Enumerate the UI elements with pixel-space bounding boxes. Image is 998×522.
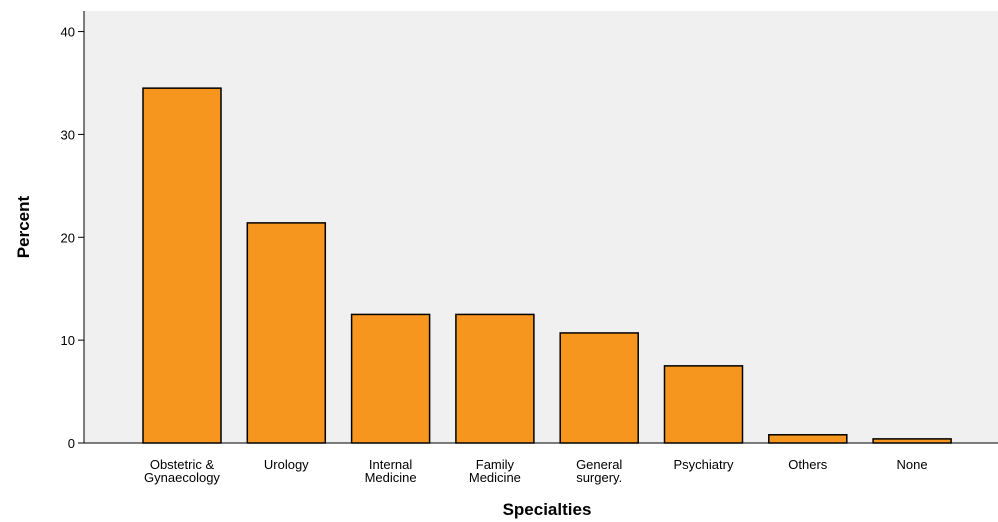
bar (455, 313, 535, 444)
x-tick-label: Internal Medicine (365, 457, 417, 485)
x-tick-label-line: Gynaecology (144, 470, 220, 485)
bar (142, 87, 222, 444)
bar (350, 313, 431, 444)
x-tick-label: Obstetric & Gynaecology (144, 457, 220, 485)
x-tick-label: Urology (264, 457, 309, 472)
bar (559, 332, 639, 444)
x-tick-label-line: None (897, 457, 928, 472)
x-tick-label-line: General (576, 457, 622, 472)
x-tick-label: General surgery. (576, 457, 622, 485)
y-axis-ticks: 0 10 20 30 40 (61, 25, 84, 451)
y-axis-title: Percent (14, 195, 33, 258)
x-tick-label-line: Urology (264, 457, 309, 472)
x-tick-label-line: Obstetric & (150, 457, 215, 472)
x-tick-label-line: Internal (369, 457, 412, 472)
x-tick-label-line: Psychiatry (674, 457, 734, 472)
bars-group (142, 87, 952, 444)
x-tick-label: Others (788, 457, 828, 472)
x-tick-label-line: Medicine (469, 470, 521, 485)
x-tick-label-line: Medicine (365, 470, 417, 485)
x-tick-label: Family Medicine (469, 457, 521, 485)
y-tick-label: 20 (61, 230, 75, 245)
y-tick-label: 30 (61, 127, 75, 142)
x-tick-label-line: Family (476, 457, 515, 472)
y-tick-label: 40 (61, 25, 75, 40)
bar (872, 438, 952, 444)
x-tick-label: Psychiatry (674, 457, 734, 472)
bar (768, 434, 848, 444)
plot-area (84, 11, 998, 443)
x-axis-title: Specialties (503, 500, 592, 519)
x-tick-label-line: Others (788, 457, 828, 472)
y-tick-label: 10 (61, 333, 75, 348)
bar (663, 365, 744, 444)
bar (246, 222, 327, 444)
x-tick-label: None (897, 457, 928, 472)
y-tick-label: 0 (68, 436, 75, 451)
x-tick-label-line: surgery. (576, 470, 622, 485)
